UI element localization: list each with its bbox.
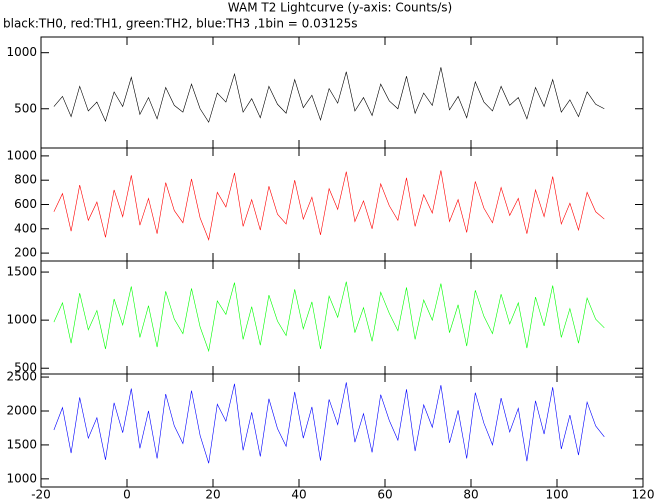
y-tick-label: 1000 <box>6 313 37 327</box>
y-tick-label: 500 <box>14 101 37 115</box>
y-tick-label: 400 <box>14 221 37 235</box>
panel-frame <box>40 373 644 488</box>
y-tick-label: 600 <box>14 197 37 211</box>
panel-frame <box>40 260 644 375</box>
y-tick-label: 1000 <box>6 471 37 485</box>
y-tick-label: 200 <box>14 246 37 260</box>
y-tick-label: 1500 <box>6 437 37 451</box>
lightcurve <box>53 67 605 123</box>
lightcurve <box>53 170 605 241</box>
x-tick-label: 120 <box>632 488 655 502</box>
x-tick-label: 40 <box>291 488 306 502</box>
panel-frame <box>40 36 644 149</box>
x-tick-label: 60 <box>377 488 392 502</box>
y-tick-label: 800 <box>14 173 37 187</box>
y-tick-label: 1000 <box>6 45 37 59</box>
chart-title: WAM T2 Lightcurve (y-axis: Counts/s) <box>228 1 452 15</box>
x-tick-label: 20 <box>205 488 220 502</box>
panel-frame <box>40 147 644 262</box>
y-tick-label: 1000 <box>6 148 37 162</box>
y-tick-label: 2000 <box>6 403 37 417</box>
y-tick-label: 2500 <box>6 370 37 384</box>
x-tick-label: -20 <box>31 488 51 502</box>
lightcurve <box>53 281 605 353</box>
y-tick-label: 500 <box>14 361 37 375</box>
chart-subtitle: black:TH0, red:TH1, green:TH2, blue:TH3 … <box>3 17 358 31</box>
x-tick-label: 100 <box>546 488 569 502</box>
x-tick-label: 0 <box>123 488 131 502</box>
lightcurve <box>53 382 605 464</box>
y-tick-label: 1500 <box>6 265 37 279</box>
x-tick-label: 80 <box>463 488 478 502</box>
